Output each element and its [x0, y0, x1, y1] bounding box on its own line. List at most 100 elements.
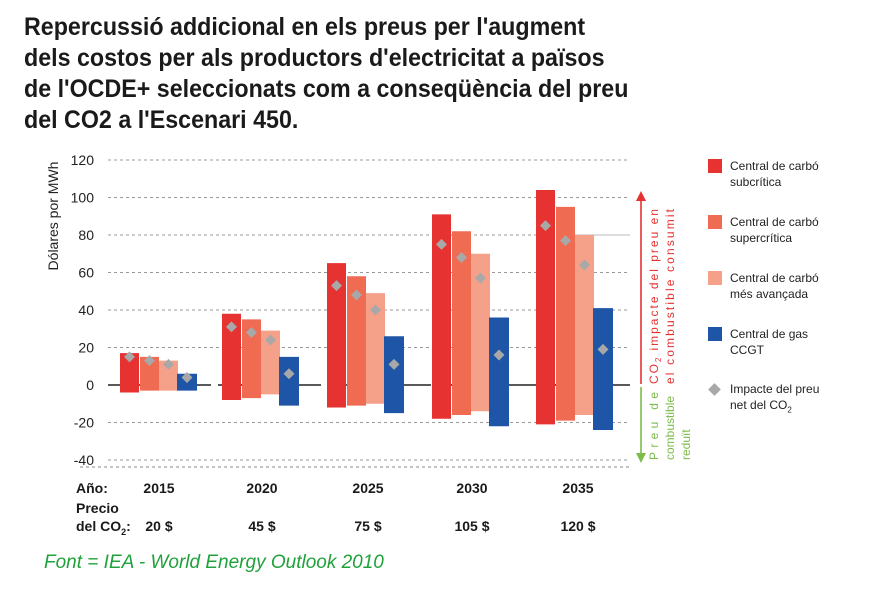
legend-label-advanced: Central de carbó més avançada [730, 270, 819, 302]
y-tick-label: 80 [78, 227, 94, 243]
net-impact-diamond [144, 355, 155, 367]
price-label-subscript: 2 [121, 526, 127, 537]
net-impact-diamond [226, 321, 237, 333]
y-tick-label: 20 [78, 340, 94, 356]
source-note: Font = IEA - World Energy Outlook 2010 [44, 552, 384, 573]
bar-0-0 [120, 353, 139, 393]
y-tick-label: 60 [78, 265, 94, 281]
x-year-label: 2030 [456, 480, 488, 496]
bar-1-1 [242, 319, 261, 399]
legend-advanced-line-1: Central de carbó [730, 271, 819, 285]
y-tick-label: 40 [78, 302, 94, 318]
y-tick-label: -20 [74, 415, 94, 431]
bar-2-3 [384, 336, 404, 414]
bar-1-0 [222, 313, 241, 400]
bar-1-2 [261, 330, 280, 395]
bar-4-1 [556, 206, 575, 421]
decrease-annotation-line-2: combustible [663, 396, 677, 460]
legend-subcritical-line-2: subcrítica [730, 175, 782, 189]
net-impact-diamond [370, 304, 381, 316]
net-impact-diamond [246, 327, 257, 338]
net-impact-diamond [331, 280, 342, 292]
title-line-1: Repercussió addicional en els preus per … [24, 13, 586, 41]
legend-swatch-ccgt [708, 327, 722, 341]
price-label-colon: : [126, 518, 131, 534]
bar-1-3 [279, 356, 299, 406]
bar-2-1 [347, 276, 366, 406]
legend-ccgt-line-2: CCGT [730, 343, 764, 357]
bar-3-2 [471, 253, 490, 412]
legend-net-line-1: Impacte del preu [730, 382, 820, 396]
net-impact-diamond [124, 351, 135, 363]
net-impact-diamond [351, 289, 362, 301]
x-year-label: 2015 [143, 480, 175, 496]
legend-supercritical-line-1: Central de carbó [730, 215, 819, 229]
decrease-annotation-line-1: Preu de [647, 392, 661, 460]
y-tick-label: -40 [74, 452, 94, 468]
bar-3-3 [489, 317, 509, 427]
y-tick-label: 120 [71, 152, 95, 168]
x-price-label: 20 $ [145, 518, 173, 534]
y-tick-label: 0 [86, 377, 94, 393]
year-row-label: Año: [76, 480, 108, 496]
bar-2-2 [366, 293, 385, 404]
decrease-arrow [636, 387, 646, 463]
bar-3-1 [452, 231, 471, 415]
y-axis-ticks: -40 -20 0 20 40 60 80 100 120 [71, 152, 95, 468]
net-impact-diamond [560, 235, 571, 247]
net-impact-markers [124, 220, 609, 383]
legend-subcritical-line-1: Central de carbó [730, 159, 819, 173]
price-row-label-2: del CO2: [76, 518, 131, 537]
legend-swatch-subcritical [708, 159, 722, 173]
legend-label-net-impact: Impacte del preu net del CO2 [730, 381, 819, 418]
x-price-label: 120 $ [560, 518, 596, 534]
net-impact-diamond [597, 343, 609, 355]
x-price-label: 45 $ [248, 518, 276, 534]
increase-arrow-head [636, 191, 646, 201]
net-impact-diamond [283, 368, 295, 380]
net-impact-diamond [540, 220, 551, 232]
net-impact-diamond [493, 349, 505, 361]
bar-0-2 [159, 360, 178, 391]
co2-label: CO [647, 364, 661, 384]
legend-net-text: net del CO [730, 398, 788, 412]
price-row-label-1: Precio [76, 500, 119, 516]
decrease-arrow-head [636, 453, 646, 463]
legend-swatch-advanced [708, 271, 722, 285]
y-tick-label: 100 [71, 190, 95, 206]
net-impact-diamond [388, 358, 400, 370]
bar-2-0 [327, 263, 346, 408]
bar-4-0 [536, 190, 555, 425]
net-impact-diamond [163, 358, 174, 370]
legend-ccgt-line-1: Central de gas [730, 327, 809, 341]
x-year-label: 2025 [352, 480, 384, 496]
legend-swatch-supercritical [708, 215, 722, 229]
increase-annotation-line-2: el combustible consumit [663, 208, 677, 384]
net-impact-diamond [265, 334, 276, 346]
x-price-label: 75 $ [354, 518, 382, 534]
bars-group [120, 190, 613, 430]
x-year-label: 2020 [246, 480, 278, 496]
net-impact-diamond [579, 259, 590, 271]
legend-advanced-line-2: més avançada [730, 287, 809, 301]
title-line-4: del CO2 a l'Escenari 450. [24, 106, 299, 134]
y-axis-label: Dólares por MWh [45, 162, 61, 271]
x-year-label: 2035 [562, 480, 594, 496]
net-impact-diamond [436, 238, 447, 250]
increase-arrow [636, 191, 646, 384]
legend-label-ccgt: Central de gas CCGT [730, 326, 808, 358]
co2-subscript: 2 [654, 357, 663, 362]
legend-supercritical-line-2: supercrítica [730, 231, 793, 245]
bar-0-1 [140, 356, 159, 391]
title-line-3: de l'OCDE+ seleccionats com a conseqüènc… [24, 75, 629, 103]
increase-text: impacte del preu en [647, 209, 661, 351]
bar-3-0 [432, 214, 451, 419]
net-impact-diamond [181, 372, 193, 383]
legend-label-supercritical: Central de carbó supercrítica [730, 214, 819, 246]
legend-label-subcritical: Central de carbó subcrítica [730, 158, 819, 190]
bar-4-3 [593, 308, 613, 430]
decrease-annotation-line-3: reduït [679, 429, 693, 460]
chart-title: Repercussió addicional en els preus per … [24, 12, 694, 136]
x-price-label: 105 $ [454, 518, 490, 534]
